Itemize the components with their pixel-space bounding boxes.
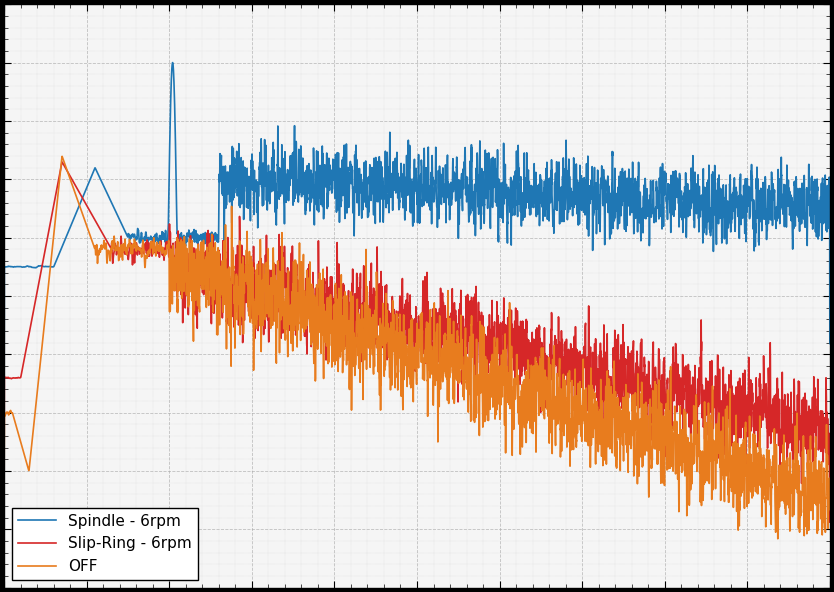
Line: Slip-Ring - 6rpm: Slip-Ring - 6rpm bbox=[4, 162, 830, 522]
Spindle - 6rpm bbox=[615, 185, 626, 192]
Legend: Spindle - 6rpm, Slip-Ring - 6rpm, OFF: Spindle - 6rpm, Slip-Ring - 6rpm, OFF bbox=[12, 508, 198, 580]
Slip-Ring - 6rpm bbox=[58, 159, 68, 166]
OFF bbox=[825, 506, 834, 513]
Slip-Ring - 6rpm bbox=[314, 310, 324, 317]
Spindle - 6rpm bbox=[0, 371, 9, 378]
Slip-Ring - 6rpm bbox=[536, 356, 546, 363]
Spindle - 6rpm bbox=[495, 207, 505, 214]
Slip-Ring - 6rpm bbox=[0, 444, 9, 451]
Spindle - 6rpm bbox=[825, 340, 834, 347]
OFF bbox=[773, 535, 783, 542]
OFF bbox=[58, 153, 68, 160]
OFF bbox=[0, 468, 9, 475]
Line: Spindle - 6rpm: Spindle - 6rpm bbox=[4, 63, 830, 374]
Slip-Ring - 6rpm bbox=[678, 434, 688, 441]
Spindle - 6rpm bbox=[536, 178, 546, 185]
OFF bbox=[536, 395, 546, 403]
Slip-Ring - 6rpm bbox=[149, 244, 159, 252]
Slip-Ring - 6rpm bbox=[825, 519, 834, 526]
Spindle - 6rpm bbox=[678, 213, 688, 220]
Spindle - 6rpm bbox=[168, 59, 178, 66]
OFF bbox=[149, 242, 159, 249]
Spindle - 6rpm bbox=[314, 167, 324, 174]
OFF bbox=[495, 376, 505, 383]
Slip-Ring - 6rpm bbox=[495, 324, 505, 331]
OFF bbox=[678, 443, 688, 451]
OFF bbox=[314, 294, 324, 301]
Line: OFF: OFF bbox=[4, 156, 830, 539]
Spindle - 6rpm bbox=[149, 237, 159, 244]
Slip-Ring - 6rpm bbox=[615, 368, 626, 375]
OFF bbox=[615, 452, 626, 459]
